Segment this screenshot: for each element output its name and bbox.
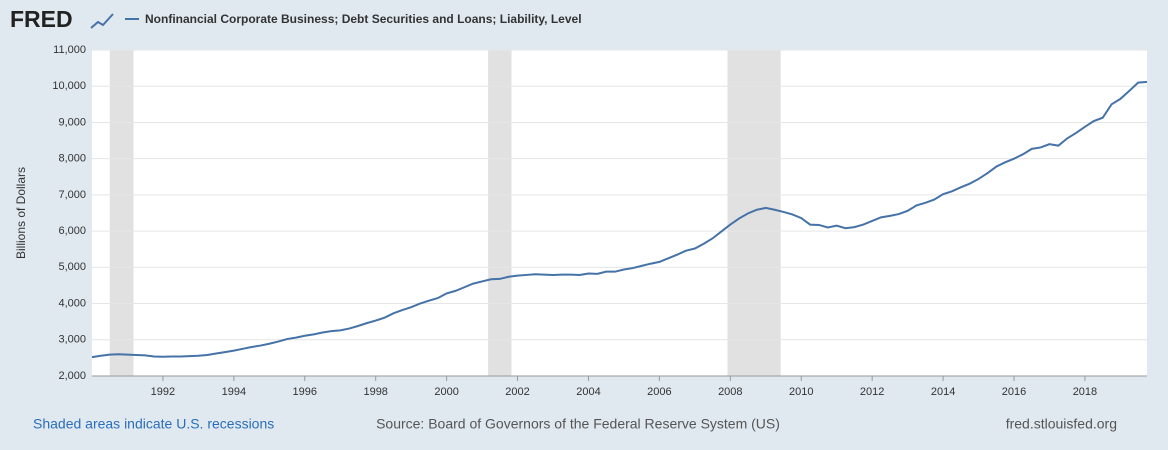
y-axis-label: Billions of Dollars	[14, 167, 28, 259]
plot-layer: 2,000 3,000 4,000 5,000 6,000 7,000 8,000 9,000…	[52, 44, 1148, 398]
recession-band	[109, 50, 134, 376]
y-tick-label: 10,000	[52, 80, 86, 92]
x-tick-label: 2012	[860, 386, 884, 398]
brand-logo: FRED	[10, 6, 73, 32]
site-url[interactable]: fred.stlouisfed.org	[1006, 416, 1117, 432]
x-tick-label: 2004	[576, 386, 600, 398]
y-tick-label: 7,000	[58, 189, 86, 201]
y-tick-label: 9,000	[58, 116, 86, 128]
y-tick-label: 6,000	[58, 225, 86, 237]
x-tick-label: 1992	[151, 386, 175, 398]
y-tick-label: 5,000	[58, 261, 86, 273]
x-tick-label: 2014	[931, 386, 955, 398]
y-tick-label: 11,000	[53, 44, 86, 56]
y-tick-label: 3,000	[58, 334, 86, 346]
data-line	[91, 80, 1148, 359]
x-tick-label: 2008	[718, 386, 742, 398]
x-tick-label: 2018	[1073, 386, 1097, 398]
y-tick-label: 2,000	[58, 370, 86, 382]
legend-label[interactable]: Nonfinancial Corporate Business; Debt Se…	[145, 12, 582, 26]
recession-band	[488, 50, 512, 376]
plot-area	[92, 50, 1147, 376]
recession-note[interactable]: Shaded areas indicate U.S. recessions	[33, 416, 274, 432]
x-tick-label: 1996	[293, 386, 317, 398]
x-tick-label: 2002	[505, 386, 529, 398]
x-tick-label: 1994	[222, 386, 246, 398]
logo-icon	[90, 13, 114, 29]
x-tick-label: 2010	[789, 386, 813, 398]
y-tick-label: 4,000	[58, 297, 86, 309]
x-tick-label: 2000	[434, 386, 458, 398]
recession-band	[727, 50, 781, 376]
y-tick-label: 8,000	[58, 153, 86, 165]
x-tick-label: 2016	[1002, 386, 1026, 398]
x-tick-label: 2006	[647, 386, 671, 398]
source: Source: Board of Governors of the Federa…	[376, 416, 780, 432]
x-tick-label: 1998	[363, 386, 387, 398]
